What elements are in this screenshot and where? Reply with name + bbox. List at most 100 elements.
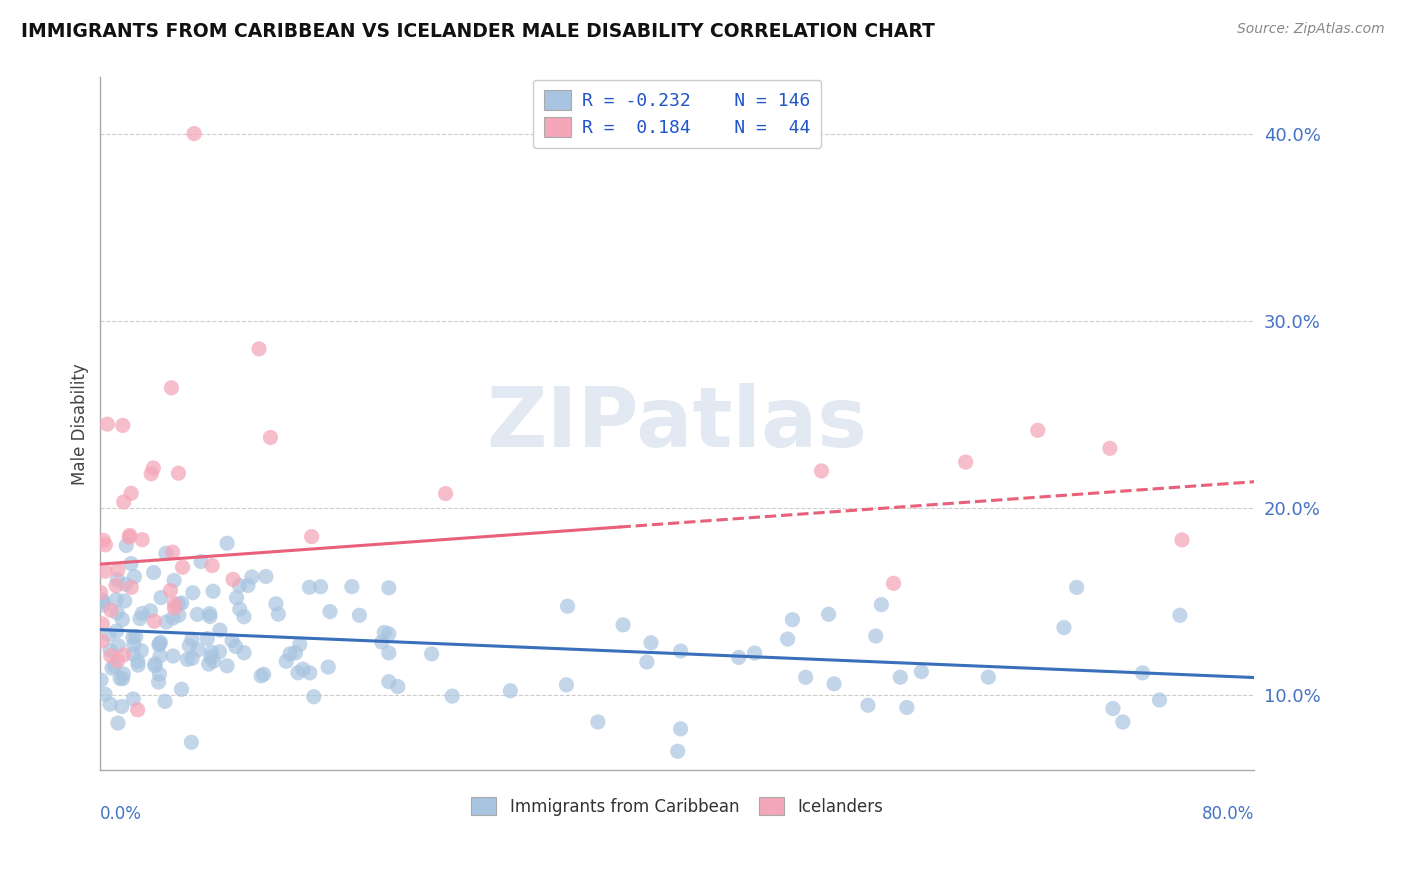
Point: [228, 578, 250, 592]
Point: [190, 555, 212, 569]
Point: [114, 594, 136, 608]
Point: [198, 607, 221, 621]
Point: [183, 127, 205, 141]
Point: [669, 644, 692, 658]
Point: [153, 694, 176, 708]
Point: [316, 660, 339, 674]
Text: 80.0%: 80.0%: [1202, 805, 1254, 822]
Point: [112, 666, 135, 681]
Point: [91, 593, 114, 607]
Point: [229, 602, 252, 616]
Point: [441, 689, 464, 703]
Point: [115, 539, 138, 553]
Point: [636, 655, 658, 669]
Point: [120, 486, 142, 500]
Point: [298, 665, 321, 680]
Point: [201, 645, 224, 659]
Point: [163, 597, 186, 611]
Point: [120, 580, 142, 594]
Point: [181, 585, 204, 599]
Point: [94, 687, 117, 701]
Point: [309, 580, 332, 594]
Point: [225, 640, 247, 654]
Point: [586, 714, 609, 729]
Point: [167, 466, 190, 480]
Point: [217, 536, 239, 550]
Point: [127, 654, 149, 668]
Point: [101, 661, 124, 675]
Point: [240, 570, 263, 584]
Point: [870, 598, 893, 612]
Point: [148, 638, 170, 652]
Point: [170, 596, 193, 610]
Point: [1066, 580, 1088, 594]
Point: [98, 643, 121, 657]
Point: [298, 580, 321, 594]
Point: [910, 665, 932, 679]
Point: [208, 623, 231, 637]
Point: [159, 583, 181, 598]
Point: [105, 573, 128, 587]
Point: [121, 630, 143, 644]
Point: [319, 605, 342, 619]
Point: [148, 675, 170, 690]
Point: [301, 530, 323, 544]
Point: [1168, 608, 1191, 623]
Legend: Immigrants from Caribbean, Icelanders: Immigrants from Caribbean, Icelanders: [463, 789, 891, 824]
Point: [105, 624, 128, 638]
Y-axis label: Male Disability: Male Disability: [72, 363, 89, 484]
Point: [162, 648, 184, 663]
Point: [111, 672, 134, 686]
Point: [222, 573, 245, 587]
Point: [1149, 693, 1171, 707]
Point: [233, 646, 256, 660]
Point: [340, 580, 363, 594]
Point: [129, 611, 152, 625]
Point: [669, 722, 692, 736]
Point: [160, 381, 183, 395]
Point: [122, 692, 145, 706]
Point: [118, 528, 141, 542]
Point: [434, 486, 457, 500]
Point: [202, 654, 225, 668]
Point: [794, 670, 817, 684]
Point: [124, 569, 146, 583]
Point: [202, 584, 225, 599]
Point: [195, 632, 218, 646]
Point: [197, 657, 219, 672]
Point: [371, 635, 394, 649]
Point: [201, 558, 224, 573]
Point: [90, 673, 112, 687]
Point: [163, 601, 186, 615]
Point: [139, 604, 162, 618]
Point: [107, 639, 129, 653]
Point: [247, 342, 270, 356]
Point: [264, 597, 287, 611]
Point: [162, 611, 184, 625]
Point: [817, 607, 839, 622]
Point: [208, 645, 231, 659]
Point: [1132, 665, 1154, 680]
Point: [105, 606, 128, 620]
Point: [555, 678, 578, 692]
Point: [107, 654, 129, 668]
Point: [810, 464, 832, 478]
Point: [378, 627, 401, 641]
Point: [856, 698, 879, 713]
Point: [176, 652, 198, 666]
Point: [1102, 701, 1125, 715]
Point: [287, 665, 309, 680]
Point: [114, 577, 136, 591]
Point: [420, 647, 443, 661]
Point: [378, 674, 401, 689]
Point: [225, 591, 247, 605]
Point: [127, 703, 149, 717]
Point: [823, 677, 845, 691]
Point: [180, 735, 202, 749]
Point: [142, 461, 165, 475]
Point: [90, 585, 112, 599]
Point: [215, 658, 238, 673]
Point: [127, 658, 149, 673]
Point: [236, 578, 259, 592]
Point: [142, 566, 165, 580]
